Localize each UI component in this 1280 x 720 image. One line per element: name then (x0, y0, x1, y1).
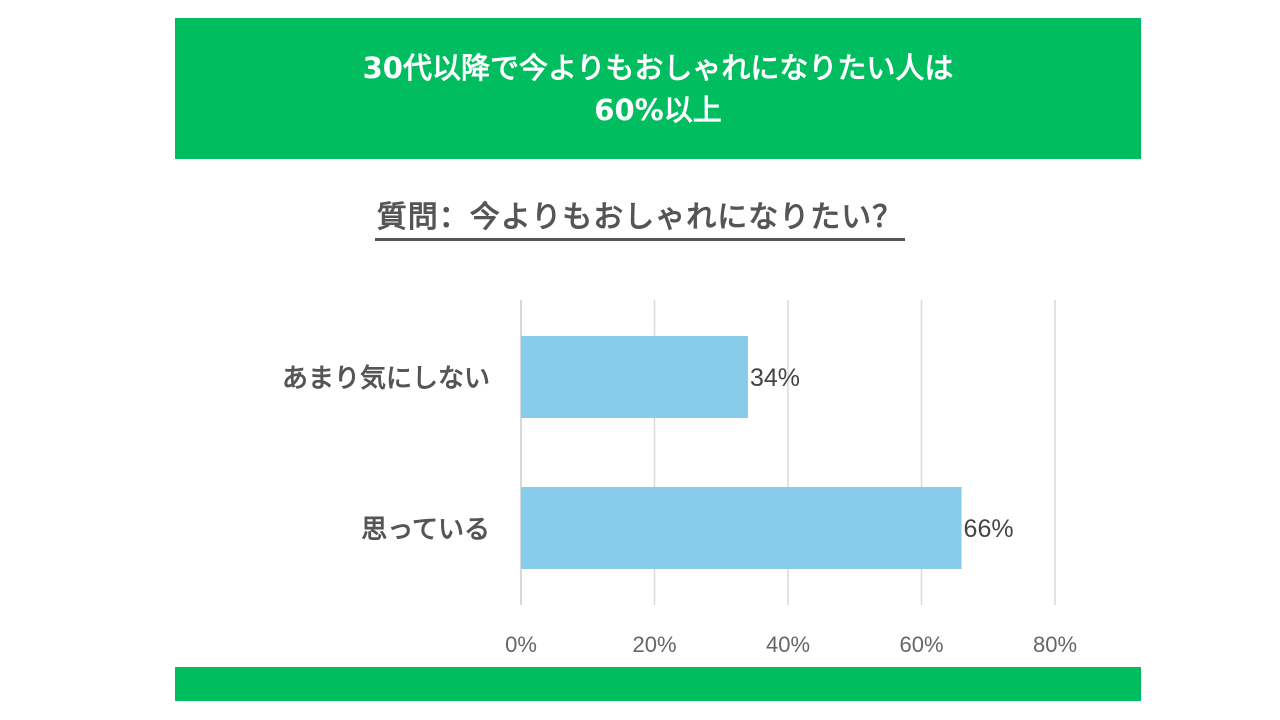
x-tick-label: 0% (505, 632, 537, 657)
header-line1: 30代以降で今よりもおしゃれになりたい人は (362, 50, 954, 85)
data-label: 66% (964, 515, 1014, 543)
header-banner: 30代以降で今よりもおしゃれになりたい人は 60%以上 (175, 18, 1141, 159)
header-line2: 60%以上 (594, 92, 722, 127)
data-label: 34% (750, 364, 800, 392)
question-title: 質問：今よりもおしゃれになりたい？ (0, 192, 1280, 241)
x-tick-label: 60% (899, 632, 943, 657)
category-label: 思っている (361, 515, 490, 545)
x-tick-label: 40% (766, 632, 810, 657)
category-label: あまり気にしない (282, 363, 490, 394)
x-tick-label: 20% (632, 632, 676, 657)
bar (521, 487, 962, 569)
bar (521, 336, 748, 418)
question-text: 質問：今よりもおしゃれになりたい？ (374, 192, 906, 241)
x-tick-label: 80% (1033, 632, 1077, 657)
footer-bar (175, 667, 1141, 701)
